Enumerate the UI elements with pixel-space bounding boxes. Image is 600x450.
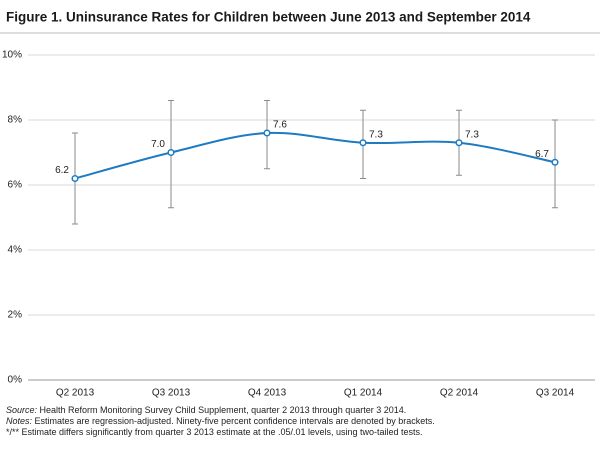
x-tick-label: Q2 2013 xyxy=(56,388,95,399)
y-tick-label: 10% xyxy=(2,50,22,61)
point xyxy=(167,148,175,157)
footnote: Source: Health Reform Monitoring Survey … xyxy=(6,405,406,415)
data-label: 6.2 xyxy=(55,165,69,176)
footnotes: Source: Health Reform Monitoring Survey … xyxy=(6,405,435,437)
footnote-label: Source: xyxy=(6,405,38,415)
footnote-text: */** Estimate differs significantly from… xyxy=(6,427,423,437)
footnote-text: Estimates are regression-adjusted. Ninet… xyxy=(32,416,435,426)
y-tick-label: 4% xyxy=(8,245,23,256)
data-label: 7.6 xyxy=(273,120,287,131)
x-tick-label: Q1 2014 xyxy=(344,388,383,399)
x-tick-label: Q2 2014 xyxy=(440,388,479,399)
footnote: */** Estimate differs significantly from… xyxy=(6,427,423,437)
data-label: 7.3 xyxy=(369,129,383,140)
point xyxy=(455,139,463,147)
point xyxy=(551,158,559,166)
x-tick-label: Q3 2014 xyxy=(536,388,575,399)
x-tick-label: Q4 2013 xyxy=(248,388,287,399)
y-tick-label: 0% xyxy=(8,375,23,386)
footnote-text: Health Reform Monitoring Survey Child Su… xyxy=(37,405,406,415)
data-label: 7.0 xyxy=(151,139,165,150)
line xyxy=(74,131,556,180)
y-tick-label: 8% xyxy=(8,115,23,126)
chart-title: Figure 1. Uninsurance Rates for Children… xyxy=(6,10,531,25)
point xyxy=(359,139,367,147)
footnote-label: Notes: xyxy=(6,416,33,426)
point xyxy=(71,174,79,183)
y-tick-label: 6% xyxy=(8,180,23,191)
data-label: 6.7 xyxy=(535,149,549,160)
point xyxy=(263,129,271,137)
data-label: 7.3 xyxy=(465,129,479,140)
y-tick-label: 2% xyxy=(8,310,23,321)
footnote: Notes: Estimates are regression-adjusted… xyxy=(6,416,435,426)
x-tick-label: Q3 2013 xyxy=(152,388,191,399)
